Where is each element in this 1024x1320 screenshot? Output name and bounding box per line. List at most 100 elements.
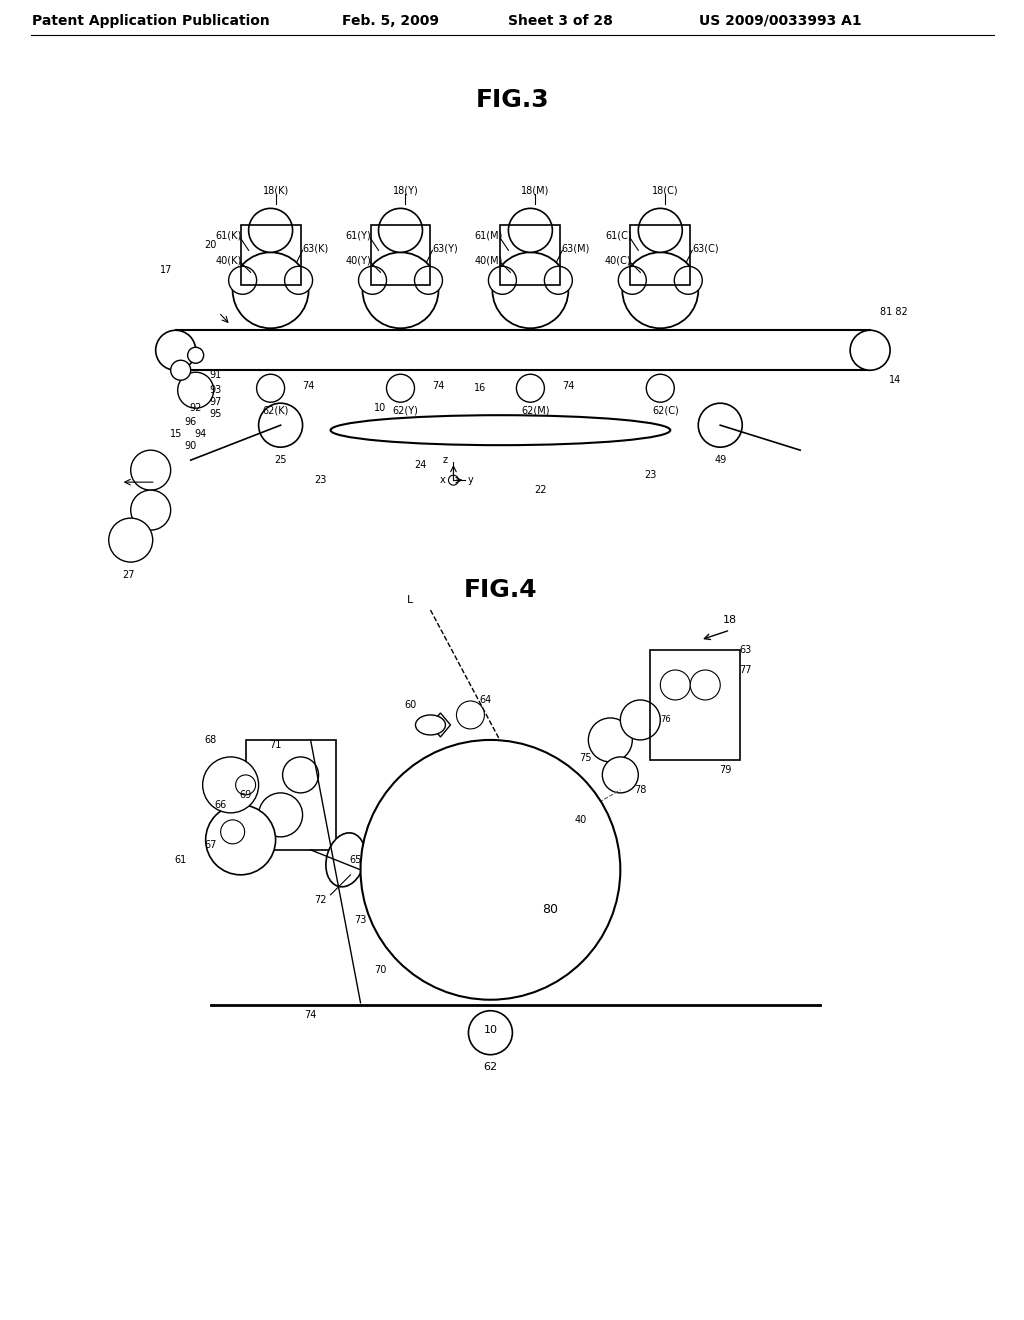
Circle shape — [638, 209, 682, 252]
Text: 40(K): 40(K) — [215, 255, 242, 265]
Bar — [246, 741, 336, 850]
Circle shape — [379, 209, 423, 252]
Circle shape — [468, 1011, 512, 1055]
Text: 49: 49 — [714, 455, 726, 465]
Text: 75: 75 — [580, 752, 592, 763]
Text: 70: 70 — [375, 965, 387, 974]
Text: 73: 73 — [354, 915, 367, 925]
Circle shape — [457, 701, 484, 729]
Circle shape — [660, 671, 690, 700]
Text: 67: 67 — [205, 840, 217, 850]
Bar — [501, 226, 560, 285]
Text: 90: 90 — [184, 441, 197, 451]
Circle shape — [545, 267, 572, 294]
Text: 68: 68 — [205, 735, 217, 744]
Circle shape — [249, 209, 293, 252]
Text: 69: 69 — [240, 789, 252, 800]
Text: 74: 74 — [432, 381, 444, 391]
Text: US 2009/0033993 A1: US 2009/0033993 A1 — [699, 13, 861, 28]
Text: z: z — [443, 455, 447, 465]
Circle shape — [109, 519, 153, 562]
Circle shape — [488, 267, 516, 294]
Text: 94: 94 — [195, 429, 207, 440]
Text: 40(Y): 40(Y) — [346, 255, 372, 265]
Circle shape — [283, 756, 318, 793]
Text: 77: 77 — [739, 665, 752, 675]
Text: Sheet 3 of 28: Sheet 3 of 28 — [508, 13, 612, 28]
Text: Feb. 5, 2009: Feb. 5, 2009 — [342, 13, 439, 28]
Ellipse shape — [416, 715, 445, 735]
Text: 62(K): 62(K) — [262, 405, 289, 416]
Text: 18(K): 18(K) — [262, 185, 289, 195]
Circle shape — [171, 360, 190, 380]
Text: 64: 64 — [479, 694, 492, 705]
Bar — [650, 649, 740, 760]
Text: 93: 93 — [210, 385, 222, 395]
Text: 62(M): 62(M) — [521, 405, 550, 416]
Text: 61(C): 61(C) — [605, 230, 632, 240]
Text: 40: 40 — [574, 814, 587, 825]
Text: 18(C): 18(C) — [652, 185, 679, 195]
Text: 95: 95 — [210, 409, 222, 420]
Circle shape — [131, 490, 171, 531]
Text: L: L — [408, 595, 414, 605]
Text: 63(M): 63(M) — [561, 243, 590, 253]
Text: 92: 92 — [189, 403, 202, 413]
Text: 18(Y): 18(Y) — [392, 185, 419, 195]
Text: 16: 16 — [474, 383, 486, 393]
Bar — [241, 226, 301, 285]
Text: 63(K): 63(K) — [302, 243, 329, 253]
Circle shape — [259, 403, 302, 447]
Text: 66: 66 — [214, 800, 226, 810]
Text: 96: 96 — [184, 417, 197, 428]
Circle shape — [516, 375, 545, 403]
Ellipse shape — [326, 833, 366, 887]
Text: 74: 74 — [302, 381, 314, 391]
Ellipse shape — [331, 416, 671, 445]
Text: 76: 76 — [659, 715, 671, 725]
Text: 62(Y): 62(Y) — [392, 405, 419, 416]
Text: 40(C): 40(C) — [605, 255, 632, 265]
Circle shape — [156, 330, 196, 370]
Circle shape — [362, 252, 438, 329]
Circle shape — [623, 252, 698, 329]
Circle shape — [674, 267, 702, 294]
Polygon shape — [430, 713, 451, 737]
Text: 74: 74 — [304, 1010, 316, 1020]
Text: 65: 65 — [349, 855, 361, 865]
Text: 17: 17 — [160, 265, 172, 276]
Text: 27: 27 — [123, 570, 135, 579]
Circle shape — [690, 671, 720, 700]
Text: 10: 10 — [375, 403, 387, 413]
Text: 81 82: 81 82 — [880, 308, 908, 317]
Circle shape — [589, 718, 632, 762]
Text: FIG.3: FIG.3 — [475, 88, 549, 112]
Circle shape — [232, 252, 308, 329]
Text: FIG.4: FIG.4 — [464, 578, 538, 602]
Circle shape — [621, 700, 660, 741]
Text: 97: 97 — [210, 397, 222, 407]
Circle shape — [698, 403, 742, 447]
Bar — [631, 226, 690, 285]
Circle shape — [415, 267, 442, 294]
Text: 63(Y): 63(Y) — [432, 243, 459, 253]
Text: 63(C): 63(C) — [692, 243, 719, 253]
Text: 10: 10 — [483, 1024, 498, 1035]
Text: 62(C): 62(C) — [652, 405, 679, 416]
Text: 74: 74 — [562, 381, 574, 391]
Text: 72: 72 — [314, 895, 327, 904]
Text: x: x — [439, 475, 445, 486]
Text: 18: 18 — [723, 615, 737, 626]
Circle shape — [187, 347, 204, 363]
Circle shape — [508, 209, 552, 252]
Text: 80: 80 — [543, 903, 558, 916]
Text: 18(M): 18(M) — [521, 185, 550, 195]
Circle shape — [493, 252, 568, 329]
Text: 61(Y): 61(Y) — [346, 230, 372, 240]
Circle shape — [386, 375, 415, 403]
Circle shape — [360, 741, 621, 999]
Text: 40(M): 40(M) — [474, 255, 503, 265]
Circle shape — [646, 375, 674, 403]
Text: 20: 20 — [205, 240, 217, 251]
Text: 61(K): 61(K) — [215, 230, 242, 240]
